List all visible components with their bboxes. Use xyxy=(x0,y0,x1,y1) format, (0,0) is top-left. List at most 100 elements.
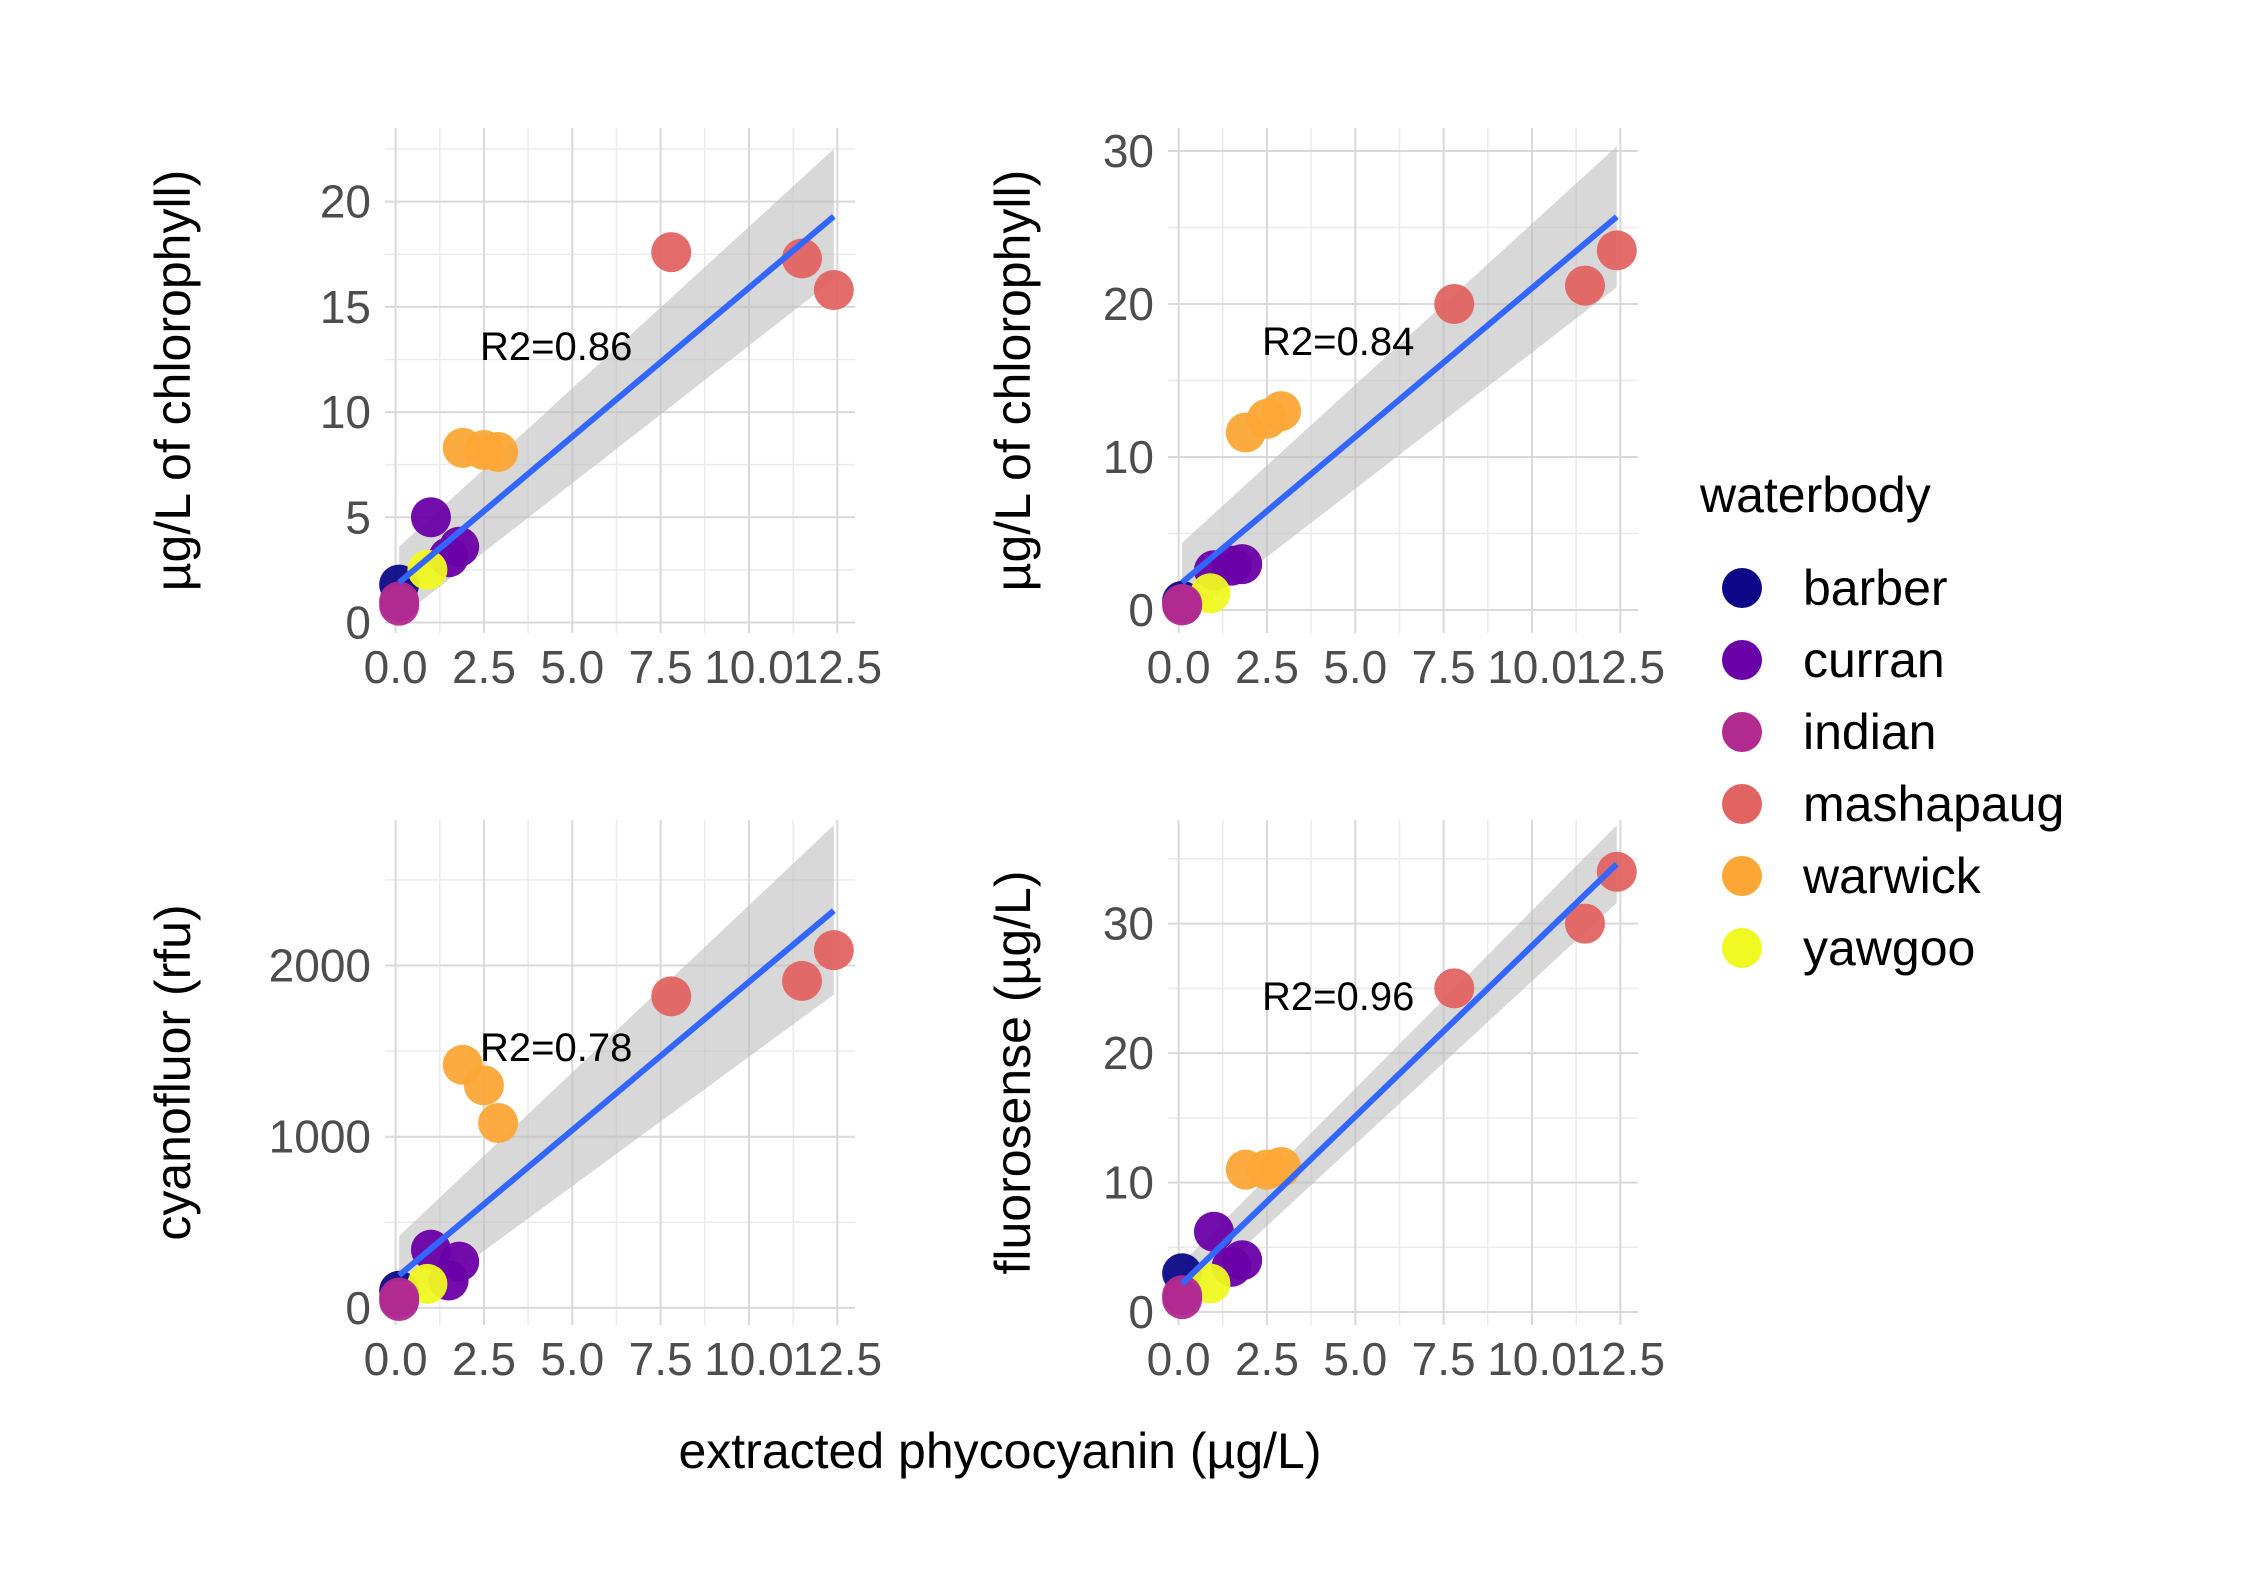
y-tick-label: 0 xyxy=(1128,584,1154,636)
r2-annotation: R2=0.84 xyxy=(1262,320,1414,364)
panel-3: 0.0 2.5 5.0 7.5 10.012.5 0 1000 2000 R2=0.78 cyan… xyxy=(145,820,882,1385)
regression-line xyxy=(1180,214,1619,585)
data-point-yawgoo xyxy=(407,549,448,590)
y-tick-label: 10 xyxy=(1103,431,1154,483)
confidence-band xyxy=(1182,825,1617,1305)
data-point-mashapaug xyxy=(1564,903,1605,944)
r2-annotation: R2=0.78 xyxy=(480,1026,632,1070)
legend: waterbody barber curran indian mashapaug… xyxy=(1699,467,2064,976)
legend-entry-yawgoo: yawgoo xyxy=(1722,920,1975,976)
legend-key-indian xyxy=(1722,712,1762,752)
confidence-band xyxy=(399,149,834,619)
x-tick-label: 12.5 xyxy=(793,1333,883,1385)
panel-4: 0.0 2.5 5.0 7.5 10.012.5 0 10 20 30 R2=0.96 fluoro… xyxy=(985,820,1665,1385)
y-axis-title: fluorosense (µg/L) xyxy=(985,870,1041,1274)
x-tick-label: 0.0 xyxy=(364,641,428,693)
legend-label-indian: indian xyxy=(1803,704,1936,760)
legend-key-mashapaug xyxy=(1722,784,1762,824)
legend-key-yawgoo xyxy=(1722,928,1762,968)
legend-label-curran: curran xyxy=(1803,632,1945,688)
y-tick-label: 10 xyxy=(1103,1157,1154,1209)
y-tick-label: 10 xyxy=(320,386,371,438)
x-tick-label: 7.5 xyxy=(629,641,693,693)
legend-label-warwick: warwick xyxy=(1802,848,1982,904)
y-tick-label: 2000 xyxy=(269,940,371,992)
y-tick-label: 1000 xyxy=(269,1111,371,1163)
data-point-indian xyxy=(1162,583,1203,624)
panel-2: 0.0 2.5 5.0 7.5 10.012.5 0 10 20 30 R2=0.84 µg/L o… xyxy=(985,125,1665,693)
data-point-curran xyxy=(1222,544,1263,585)
x-tick-label: 2.5 xyxy=(452,1333,516,1385)
legend-entry-indian: indian xyxy=(1722,704,1936,760)
data-point-curran xyxy=(439,1241,480,1282)
x-tick-label: 5.0 xyxy=(1323,1333,1387,1385)
legend-entry-curran: curran xyxy=(1722,632,1945,688)
y-tick-label: 0 xyxy=(345,1282,371,1334)
regression-line xyxy=(1180,861,1619,1286)
data-point-mashapaug xyxy=(651,976,692,1017)
data-point-mashapaug xyxy=(813,270,854,311)
data-point-mashapaug xyxy=(813,930,854,971)
data-point-mashapaug xyxy=(781,960,822,1001)
legend-entry-mashapaug: mashapaug xyxy=(1722,776,2064,832)
y-tick-label: 20 xyxy=(1103,278,1154,330)
x-tick-label: 0.0 xyxy=(364,1333,428,1385)
r2-annotation: R2=0.96 xyxy=(1262,975,1414,1019)
x-axis-title: extracted phycocyanin (µg/L) xyxy=(678,1423,1321,1479)
y-axis-title: µg/L of chlorophyll) xyxy=(985,170,1041,592)
x-tick-label: 2.5 xyxy=(1235,641,1299,693)
legend-key-barber xyxy=(1722,568,1762,608)
panel-1: 0.0 2.5 5.0 7.5 10.012.5 0 5 10 15 20 R2=0.86 µg/L … xyxy=(145,128,882,693)
data-point-mashapaug xyxy=(651,232,692,273)
data-point-curran xyxy=(1193,1211,1234,1252)
data-point-warwick xyxy=(478,432,519,473)
x-tick-label: 10.0 xyxy=(1487,1333,1577,1385)
y-tick-label: 5 xyxy=(345,491,371,543)
plot-panels: 0.0 2.5 5.0 7.5 10.012.505101520R2=0.86µg/L … xyxy=(145,125,1665,1385)
legend-key-curran xyxy=(1722,640,1762,680)
y-tick-label: 20 xyxy=(320,176,371,228)
x-tick-label: 2.5 xyxy=(452,641,516,693)
y-tick-label: 20 xyxy=(1103,1027,1154,1079)
data-point-warwick xyxy=(1261,391,1302,432)
data-point-indian xyxy=(379,1277,420,1318)
x-tick-label: 12.5 xyxy=(793,641,883,693)
confidence-band xyxy=(399,825,834,1314)
x-tick-label: 5.0 xyxy=(1323,641,1387,693)
data-point-warwick xyxy=(463,1065,504,1106)
y-tick-label: 30 xyxy=(1103,125,1154,177)
y-tick-label: 15 xyxy=(320,281,371,333)
y-axis-title: µg/L of chlorophyll) xyxy=(145,170,201,592)
x-tick-label: 5.0 xyxy=(540,1333,604,1385)
data-point-warwick xyxy=(1261,1147,1302,1188)
x-tick-label: 12.5 xyxy=(1576,1333,1666,1385)
y-tick-label: 30 xyxy=(1103,898,1154,950)
legend-title: waterbody xyxy=(1699,467,1931,523)
data-point-mashapaug xyxy=(1596,851,1637,892)
confidence-band xyxy=(1182,146,1617,623)
x-tick-label: 10.0 xyxy=(704,641,794,693)
y-axis-title: cyanofluor (rfu) xyxy=(145,904,201,1240)
y-tick-label: 0 xyxy=(1128,1286,1154,1338)
regression-line xyxy=(397,214,836,585)
legend-label-barber: barber xyxy=(1803,560,1948,616)
data-point-curran xyxy=(1222,1240,1263,1281)
regression-line xyxy=(397,908,836,1278)
data-point-mashapaug xyxy=(1434,968,1475,1009)
data-point-mashapaug xyxy=(1434,283,1475,324)
x-tick-label: 0.0 xyxy=(1147,1333,1211,1385)
x-tick-label: 0.0 xyxy=(1147,641,1211,693)
x-tick-label: 12.5 xyxy=(1576,641,1666,693)
x-tick-label: 7.5 xyxy=(1412,1333,1476,1385)
r2-annotation: R2=0.86 xyxy=(480,325,632,369)
data-point-indian xyxy=(1162,1275,1203,1316)
data-point-mashapaug xyxy=(1564,265,1605,306)
data-point-curran xyxy=(410,497,451,538)
legend-label-yawgoo: yawgoo xyxy=(1803,920,1975,976)
y-tick-label: 0 xyxy=(345,596,371,648)
legend-entry-warwick: warwick xyxy=(1722,848,1982,904)
x-tick-label: 10.0 xyxy=(704,1333,794,1385)
x-tick-label: 7.5 xyxy=(1412,641,1476,693)
x-tick-label: 5.0 xyxy=(540,641,604,693)
